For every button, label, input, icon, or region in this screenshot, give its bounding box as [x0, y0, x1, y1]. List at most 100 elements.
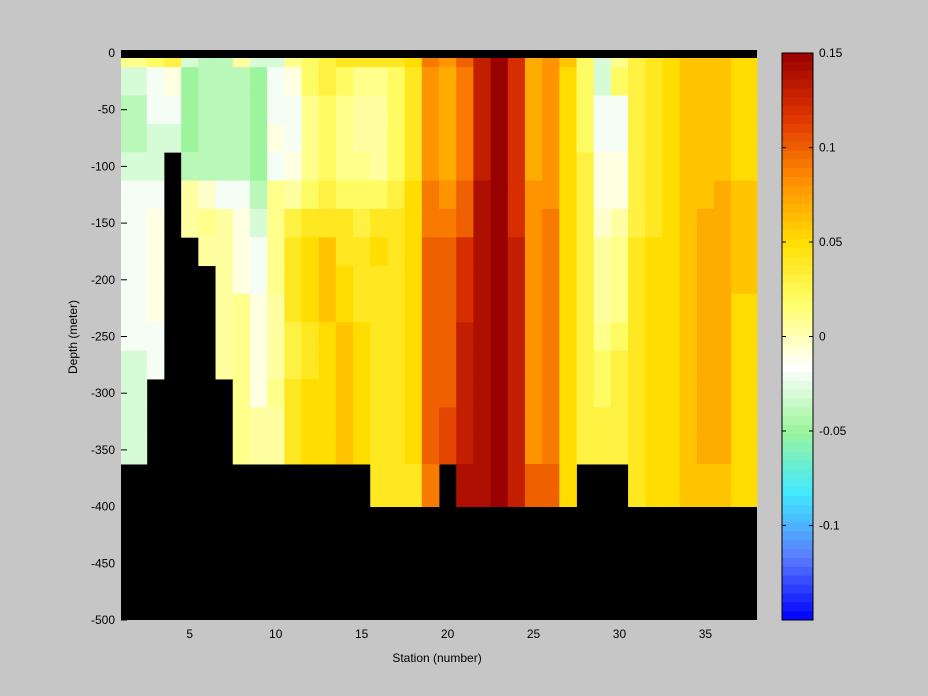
heatmap-cell	[645, 95, 663, 125]
heatmap-cell	[121, 407, 148, 437]
heatmap-cell	[267, 435, 285, 465]
heatmap-cell	[387, 322, 406, 352]
heatmap-cell	[628, 322, 646, 352]
heatmap-cell	[662, 265, 681, 295]
colorbar-tick-label: 0.05	[819, 235, 843, 249]
heatmap-cell	[714, 293, 732, 323]
heatmap-cell	[404, 67, 423, 96]
heatmap-cell	[232, 350, 251, 380]
heatmap-cell	[490, 237, 509, 267]
heatmap-cell	[439, 237, 457, 267]
heatmap-cell	[473, 67, 491, 96]
y-tick-label: -500	[91, 613, 115, 627]
heatmap-cell	[181, 208, 199, 238]
heatmap-cell	[318, 293, 337, 323]
heatmap-cell	[387, 464, 406, 493]
heatmap-cell	[370, 180, 388, 210]
heatmap-cell	[456, 350, 474, 380]
heatmap-cell	[524, 67, 543, 96]
heatmap-cell	[404, 379, 423, 408]
colorbar-step	[782, 123, 813, 134]
heatmap-cell	[249, 435, 268, 465]
colorbar-step	[782, 584, 813, 594]
colorbar-step	[782, 292, 813, 302]
y-axis: 0 -50 -100 -150 -200 -250 -300 -350 -400 -450 -500	[91, 46, 127, 627]
x-tick-label: 35	[699, 627, 713, 641]
heatmap-cell	[215, 350, 234, 380]
heatmap-cell	[421, 95, 440, 125]
heatmap-cell	[696, 435, 715, 465]
heatmap-cell	[593, 208, 612, 238]
heatmap-cell	[215, 180, 234, 210]
heatmap-cell	[628, 464, 646, 493]
heatmap-cell	[593, 322, 612, 352]
colorbar-step	[782, 309, 813, 320]
heatmap-cell	[353, 237, 371, 267]
heatmap-cell	[370, 265, 388, 295]
heatmap-cell	[301, 152, 320, 181]
heatmap-cell	[714, 265, 732, 295]
heatmap-cell	[645, 435, 663, 465]
heatmap-cell	[267, 208, 285, 238]
heatmap-cell	[335, 379, 354, 408]
heatmap-cell	[301, 265, 320, 295]
heatmap-cell	[542, 95, 560, 125]
heatmap-cell	[507, 379, 526, 408]
heatmap-cell	[473, 152, 491, 181]
heatmap-cell	[542, 492, 560, 508]
heatmap-cell	[370, 322, 388, 352]
heatmap-cell	[473, 265, 491, 295]
colorbar-tick-label: 0.15	[819, 46, 843, 60]
heatmap-cell	[559, 208, 577, 238]
heatmap-cell	[593, 152, 612, 181]
heatmap-cell	[628, 407, 646, 437]
heatmap-cell	[524, 152, 543, 181]
heatmap-cell	[473, 322, 491, 352]
heatmap-cell	[456, 492, 474, 508]
heatmap-cell	[456, 265, 474, 295]
heatmap-cell	[679, 180, 698, 210]
heatmap-cell	[370, 123, 388, 153]
heatmap-cell	[181, 95, 199, 125]
heatmap-cell	[456, 95, 474, 125]
heatmap-cell	[524, 237, 543, 267]
heatmap-cell	[662, 322, 681, 352]
heatmap-cell	[456, 208, 474, 238]
colorbar-step	[782, 70, 813, 81]
heatmap-cell	[284, 208, 302, 238]
heatmap-cell	[696, 67, 715, 96]
heatmap-cell	[249, 350, 268, 380]
heatmap-cell	[490, 180, 509, 210]
heatmap-cell	[610, 123, 629, 153]
heatmap-cell	[473, 464, 491, 493]
heatmap-cell	[490, 265, 509, 295]
heatmap-cell	[542, 407, 560, 437]
heatmap-cell	[628, 67, 646, 96]
colorbar-step	[782, 212, 813, 222]
heatmap-cell	[232, 208, 251, 238]
x-axis: 5 10 15 20 25 30 35	[186, 614, 712, 641]
heatmap-cell	[490, 208, 509, 238]
heatmap-cell	[387, 293, 406, 323]
colorbar-step	[782, 247, 813, 258]
heatmap-cell	[645, 123, 663, 153]
heatmap-cell	[507, 123, 526, 153]
heatmap-cell	[490, 350, 509, 380]
heatmap-cell	[714, 435, 732, 465]
heatmap-cell	[421, 492, 440, 508]
heatmap-cell	[679, 435, 698, 465]
heatmap-cell	[542, 67, 560, 96]
heatmap-cell	[387, 407, 406, 437]
heatmap-cell	[146, 208, 165, 238]
heatmap-cell	[318, 208, 337, 238]
heatmap-cell	[473, 435, 491, 465]
heatmap-cell	[507, 237, 526, 267]
heatmap-cell	[335, 435, 354, 465]
heatmap-cell	[215, 123, 234, 153]
heatmap-cell	[249, 95, 268, 125]
heatmap-cell	[387, 350, 406, 380]
heatmap-cell	[490, 407, 509, 437]
y-axis-label: Depth (meter)	[66, 300, 80, 374]
heatmap-cell	[146, 152, 165, 181]
colorbar-step	[782, 132, 813, 143]
